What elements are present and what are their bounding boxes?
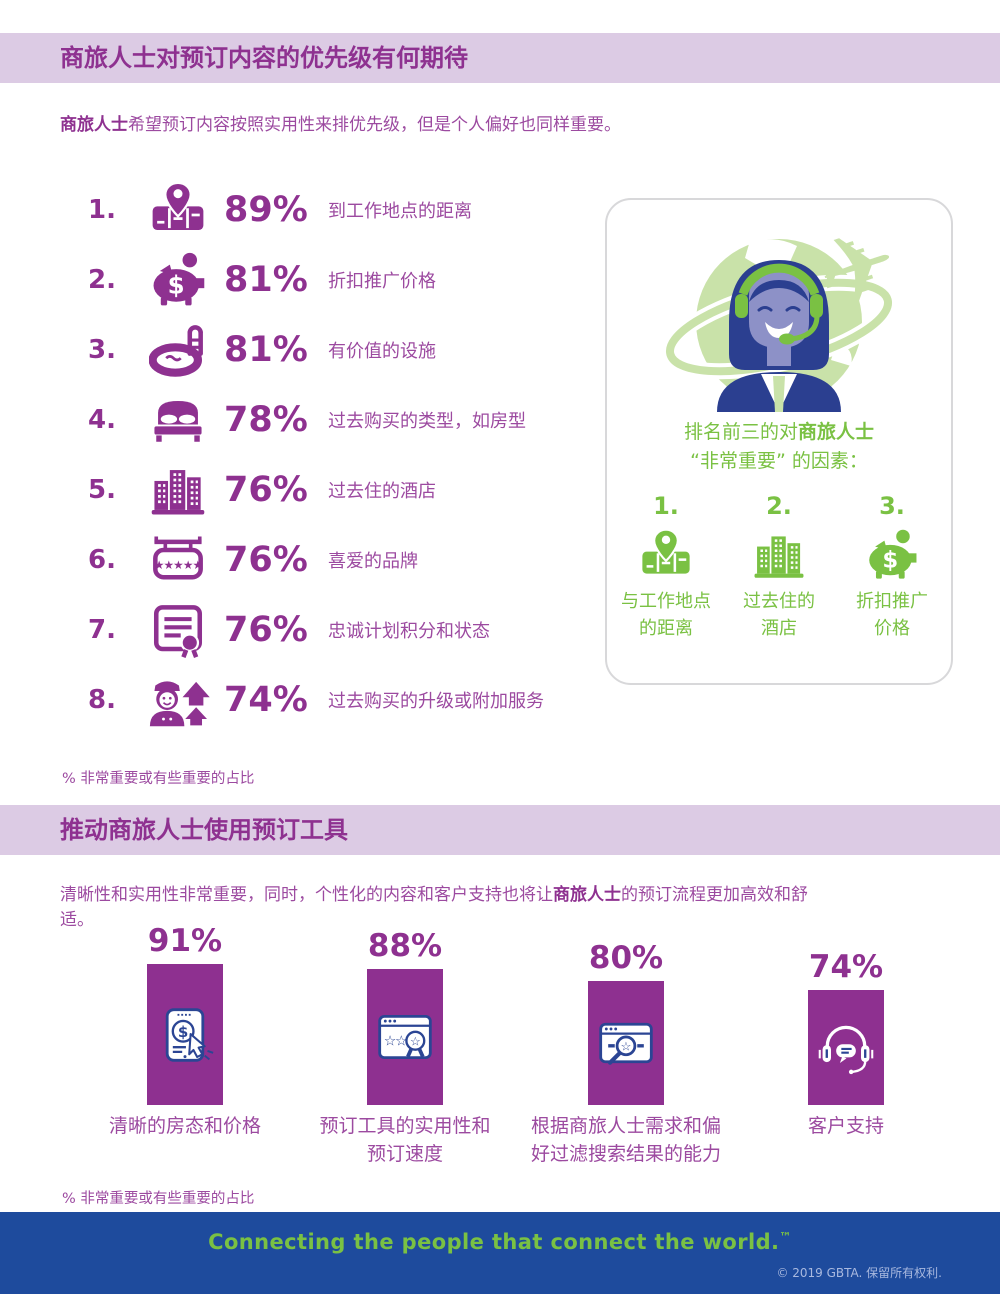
- trademark-symbol: ™: [779, 1230, 792, 1244]
- section2-header-band: 推动商旅人士使用预订工具: [0, 805, 1000, 855]
- bar: [808, 990, 884, 1105]
- item-label: 忠诚计划积分和状态: [328, 621, 490, 642]
- section1-header-band: 商旅人士对预订内容的优先级有何期待: [0, 33, 1000, 83]
- top3-heading: 排名前三的对商旅人士 “非常重要” 的因素：: [683, 421, 875, 472]
- section1-intro: 商旅人士希望预订内容按照实用性来排优先级，但是个人偏好也同样重要。: [60, 113, 621, 138]
- rank-number: 2.: [766, 492, 792, 520]
- map-location-icon: [149, 181, 207, 239]
- bar-column: 88%: [367, 928, 443, 1105]
- top3-item: 1. 与工作地点 的距离: [614, 492, 719, 642]
- rank-number: 3.: [879, 492, 905, 520]
- percentage-value: 81%: [224, 330, 308, 370]
- section1-title: 商旅人士对预订内容的优先级有何期待: [60, 44, 468, 72]
- bar-column: 74%: [808, 949, 884, 1105]
- rank-number: 1.: [653, 492, 679, 520]
- bar-label: 预订工具的实用性和 预订速度: [319, 1115, 491, 1165]
- piggy-bank-icon: [865, 528, 919, 582]
- item-label: 过去住的酒店: [328, 481, 436, 502]
- bar-percentage: 88%: [367, 928, 443, 964]
- bellhop-upgrade-icon: [145, 671, 211, 729]
- footer: Connecting the people that connect the w…: [0, 1212, 1000, 1294]
- rank-number: 8.: [88, 685, 116, 715]
- top3-item: 3. 折扣推广 价格: [840, 492, 945, 642]
- bar-label: 客户支持: [807, 1115, 884, 1137]
- rank-number: 5.: [88, 475, 116, 505]
- section2-intro: 清晰性和实用性非常重要，同时，个性化的内容和客户支持也将让商旅人士的预订流程更加…: [60, 885, 808, 930]
- loyalty-certificate-icon: [149, 601, 207, 659]
- rank-number: 7.: [88, 615, 116, 645]
- rank-number: 6.: [88, 545, 116, 575]
- customer-support-headset-icon: [816, 1018, 876, 1078]
- bar-column: 80%: [588, 940, 664, 1105]
- brand-sign-icon: [149, 531, 207, 589]
- section2-footnote: % 非常重要或有些重要的占比: [62, 1190, 255, 1207]
- rank-number: 1.: [88, 195, 116, 225]
- top3-item: 2. 过去住的 酒店: [727, 492, 832, 642]
- item-label: 折扣推广价格: [328, 271, 436, 292]
- footer-tagline: Connecting the people that connect the w…: [208, 1230, 792, 1254]
- bar-label: 根据商旅人士需求和偏 好过滤搜索结果的能力: [530, 1115, 721, 1165]
- percentage-value: 76%: [224, 610, 308, 650]
- percentage-value: 89%: [224, 190, 308, 230]
- percentage-value: 74%: [224, 680, 308, 720]
- percentage-value: 76%: [224, 470, 308, 510]
- list-item: 1. 89% 到工作地点的距离: [88, 175, 608, 245]
- bar-column: 91%: [147, 923, 223, 1105]
- list-item: 8. 74% 过去购买的升级或附加服务: [88, 665, 608, 735]
- bar: [147, 964, 223, 1105]
- tablet-price-icon: [155, 1005, 215, 1065]
- rank-number: 3.: [88, 335, 116, 365]
- item-label: 有价值的设施: [328, 341, 436, 362]
- hotel-buildings-icon: [149, 461, 207, 519]
- bar-percentage: 80%: [588, 940, 664, 976]
- list-item: 4. 78% 过去购买的类型，如房型: [88, 385, 608, 455]
- swimming-pool-icon: [149, 321, 207, 379]
- top3-card: ✈ 排名前三的对商旅人士 “非常重要” 的因素： 1. 与工作: [605, 198, 953, 685]
- section1-footnote: % 非常重要或有些重要的占比: [62, 770, 255, 787]
- bar: [588, 981, 664, 1105]
- hotel-buildings-icon: [752, 528, 806, 582]
- bar-percentage: 91%: [147, 923, 223, 959]
- rank-number: 2.: [88, 265, 116, 295]
- list-item: 7. 76% 忠诚计划积分和状态: [88, 595, 608, 665]
- drivers-bar-chart: 91% 88% 80% 74%: [0, 923, 1000, 1105]
- list-item: 2. 81% 折扣推广价格: [88, 245, 608, 315]
- priority-list: 1. 89% 到工作地点的距离 2. 81% 折扣推广价格 3. 81% 有价值…: [88, 175, 608, 735]
- search-filter-icon: [596, 1013, 656, 1073]
- percentage-value: 76%: [224, 540, 308, 580]
- bar-percentage: 74%: [808, 949, 884, 985]
- percentage-value: 81%: [224, 260, 308, 300]
- booking-tool-award-icon: [375, 1007, 435, 1067]
- item-label: 到工作地点的距离: [328, 201, 472, 222]
- item-label: 过去购买的升级或附加服务: [328, 691, 544, 712]
- list-item: 5. 76% 过去住的酒店: [88, 455, 608, 525]
- rank-number: 4.: [88, 405, 116, 435]
- bar: [367, 969, 443, 1105]
- support-agent-globe-illustration: ✈: [661, 222, 912, 412]
- section1-intro-rest: 希望预订内容按照实用性来排优先级，但是个人偏好也同样重要。: [128, 115, 621, 135]
- section2-title: 推动商旅人士使用预订工具: [60, 816, 348, 844]
- section1-intro-bold: 商旅人士: [60, 115, 128, 135]
- footer-copyright: © 2019 GBTA. 保留所有权利.: [776, 1266, 942, 1280]
- map-location-icon: [639, 528, 693, 582]
- piggy-bank-icon: [149, 251, 207, 309]
- bed-icon: [149, 391, 207, 449]
- item-label: 过去购买的类型，如房型: [328, 411, 526, 432]
- list-item: 3. 81% 有价值的设施: [88, 315, 608, 385]
- bar-label: 清晰的房态和价格: [108, 1115, 261, 1137]
- top3-factors: 1. 与工作地点 的距离 2. 过去住的 酒店 3. 折扣推广 价格: [607, 492, 951, 642]
- percentage-value: 78%: [224, 400, 308, 440]
- list-item: 6. 76% 喜爱的品牌: [88, 525, 608, 595]
- item-label: 喜爱的品牌: [328, 551, 418, 572]
